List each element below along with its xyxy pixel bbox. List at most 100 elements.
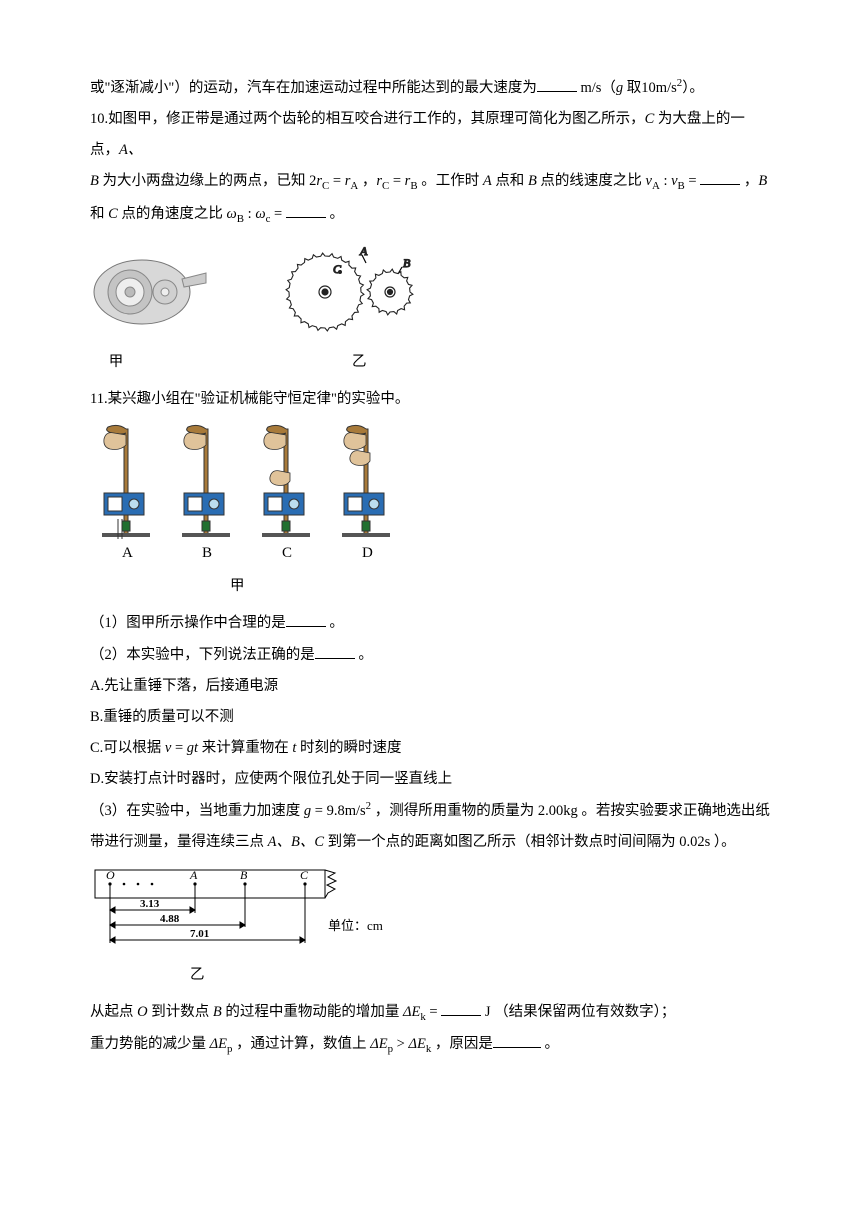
q11-2-opt-d: D.安装打点计时器时，应使两个限位孔处于同一竖直线上 [90,764,770,795]
q9-text-a: 或"逐渐减小"）的运动，汽车在加速运动过程中所能达到的最大速度为 [90,80,537,96]
vBs: B [678,180,685,192]
q10-line2: B 为大小两盘边缘上的两点，已知 2rC = rA ，rC = rB 。工作时 … [90,166,770,198]
q11-2-opt-b: B.重锤的质量可以不测 [90,702,770,733]
3abc: A、B、C [268,834,324,850]
3e: 到第一个点的距离如图乙所示（相邻计数点时间间隔为 [324,834,679,850]
q11-2: （2）本实验中，下列说法正确的是 。 [90,640,770,671]
svg-text:C: C [300,868,309,882]
3gv: 9.8m/s [327,803,366,819]
fig10-label-a: A [359,244,368,258]
fig11a: A B C D 甲 [90,421,770,602]
Apt: A [483,173,492,189]
wB: ω [227,206,237,222]
dEk: ΔE [403,1004,420,1020]
3bb: 到计数点 [148,1004,213,1020]
q11-1-text: （1）图甲所示操作中合理的是 [90,615,286,631]
ceq: = [171,740,186,756]
svg-text:4.88: 4.88 [160,913,180,925]
ca: C.可以根据 [90,740,165,756]
g-val: 10m/s [641,80,676,96]
3dt: 0.02s [679,834,710,850]
fig11b: O A B C 3.13 4.88 7.01 单位：cm 乙 [90,865,770,991]
t1: ， [740,173,758,189]
3ca: 重力势能的减少量 [90,1036,210,1052]
q11-3a: （3）在实验中，当地重力加速度 g = 9.8m/s2 ，测得所用重物的质量为 … [90,795,770,827]
mid3: 点的线速度之比 [537,173,646,189]
3bB: B [213,1004,222,1020]
B2: B [758,173,767,189]
dEp: ΔE [210,1036,227,1052]
fig10-captions: 甲 乙 [90,347,770,378]
g-unit-b: ）。 [682,80,704,96]
fig10-label-c: C [333,262,342,276]
blank-q11-3a [441,1000,481,1016]
cg: gt [187,740,198,756]
blank-q11-1 [286,612,326,628]
colon2: : [244,206,255,222]
mid2: 点和 [492,173,528,189]
eq1eq: = [329,173,344,189]
3ct: 。 [541,1036,559,1052]
l3a: 和 [90,206,108,222]
3a: （3）在实验中，当地重力加速度 [90,803,304,819]
q11-2-opt-a: A.先让重锤下落，后接通电源 [90,671,770,702]
g-unit-a: 取 [623,80,641,96]
3f: ）。 [710,834,735,850]
q10-line1: 10.如图甲，修正带是通过两个齿轮的相互咬合进行工作的，其原理可简化为图乙所示，… [90,104,770,166]
q11-1: （1）图甲所示操作中合理的是 。 [90,608,770,639]
q9-text-b: m/s（ [580,80,615,96]
fig11a-svg: A B C D [90,421,420,571]
blank-q9 [537,76,577,92]
q10-line3: 和 C 点的角速度之比 ωB : ωc = 。 [90,199,770,231]
pt-c: C [645,111,655,127]
Cpt: C [108,206,118,222]
mid: 。工作时 [418,173,483,189]
comma: ， [358,173,376,189]
3ba: 从起点 [90,1004,137,1020]
blank-q10b [286,202,326,218]
3c: 。若按实验要求正确地选出纸 [578,803,770,819]
3d: 带进行测量，量得连续三点 [90,834,268,850]
q11-2-text: （2）本实验中，下列说法正确的是 [90,647,315,663]
l3b: 点的角速度之比 [118,206,227,222]
fig11a-caption: 甲 [90,571,770,602]
svg-text:单位：cm: 单位：cm [328,918,383,933]
dEk2: ΔE [408,1036,425,1052]
q11-3b: 带进行测量，量得连续三点 A、B、C 到第一个点的距离如图乙所示（相邻计数点时间… [90,827,770,858]
eqw: = [270,206,285,222]
fig10: C A B 甲 乙 [90,237,770,378]
q11-3c: 从起点 O 到计数点 B 的过程中重物动能的增加量 ΔEk = J （结果保留两… [90,997,770,1029]
svg-text:3.13: 3.13 [140,898,160,910]
q11-lead: 11.某兴趣小组在"验证机械能守恒定律"的实验中。 [90,384,770,415]
blank-q10a [700,170,740,186]
q11-2-opt-c: C.可以根据 v = gt 来计算重物在 t 时刻的瞬时速度 [90,733,770,764]
3bu: J （结果保留两位有效数字）； [481,1004,675,1020]
q11-1-tail: 。 [326,615,344,631]
wc: ω [255,206,265,222]
3bc: 的过程中重物动能的增加量 [222,1004,403,1020]
fig10-cap-a: 甲 [90,347,142,378]
pt-a: A、 [119,142,142,158]
fig11b-svg: O A B C 3.13 4.88 7.01 单位：cm [90,865,410,960]
fig11a-B: B [202,545,212,561]
dEp2: ΔE [370,1036,387,1052]
3b: ，测得所用重物的质量为 [371,803,538,819]
3cb: ，通过计算，数值上 [232,1036,370,1052]
svg-text:A: A [189,868,198,882]
blank-q11-3b [493,1033,541,1049]
q10-lead: 10.如图甲，修正带是通过两个齿轮的相互咬合进行工作的，其原理可简化为图乙所示， [90,111,645,127]
cc: 时刻的瞬时速度 [296,740,401,756]
wBs: B [237,213,244,225]
svg-text:B: B [240,868,248,882]
3cd: ，原因是 [431,1036,493,1052]
pt-b: B [90,173,99,189]
eqv: = [685,173,700,189]
cb: 来计算重物在 [198,740,292,756]
q9-tail: 或"逐渐减小"）的运动，汽车在加速运动过程中所能达到的最大速度为 m/s（g 取… [90,72,770,104]
svg-text:O: O [106,868,115,882]
fig11a-C: C [282,545,292,561]
3beq: = [426,1004,441,1020]
fig10-svg: C A B [90,237,430,347]
q11-3d: 重力势能的减少量 ΔEp ，通过计算，数值上 ΔEp > ΔEk ，原因是 。 [90,1029,770,1061]
svg-text:7.01: 7.01 [190,928,209,940]
